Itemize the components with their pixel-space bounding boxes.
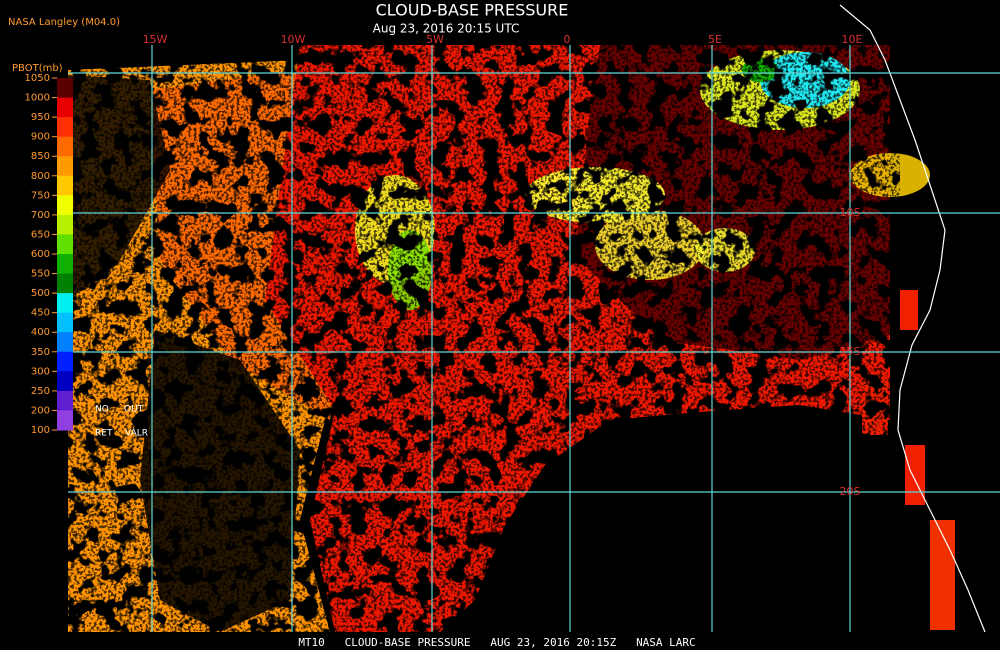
longitude-labels: 15W 10W 5W 0 5E 10E [143, 33, 863, 46]
colorbar-segment [57, 195, 73, 216]
satellite-image [68, 4, 986, 633]
colorbar-segment [57, 234, 73, 255]
footer: MT10 CLOUD-BASE PRESSURE AUG 23, 2016 20… [298, 636, 695, 649]
colorbar-tick-label: 700 [31, 210, 50, 221]
colorbar-segment [57, 273, 73, 294]
colorbar-segment [57, 136, 73, 157]
colorbar-tick-label: 1000 [25, 93, 50, 104]
colorbar-note: OUT [124, 405, 144, 415]
subtitle: Aug 23, 2016 20:15 UTC [373, 22, 520, 36]
title: CLOUD-BASE PRESSURE [376, 1, 569, 20]
colorbar-tick-label: 450 [31, 308, 50, 319]
colorbar-segment [57, 78, 73, 99]
latitude-label: 10S [840, 206, 861, 219]
colorbar-tick-label: 100 [31, 425, 50, 436]
colorbar-tick-label: 500 [31, 288, 50, 299]
longitude-label: 10E [842, 33, 863, 46]
coastal-cloud [905, 445, 925, 505]
colorbar-segment [57, 117, 73, 138]
colorbar-segment [57, 156, 73, 177]
colorbar-segment [57, 293, 73, 314]
colorbar-segment [57, 390, 73, 411]
latitude-label: 15S [840, 345, 861, 358]
colorbar-segment [57, 175, 73, 196]
colorbar: PBOT(mb) NO OUT RET VALR 1050 1000 950 900 8… [12, 63, 148, 439]
colorbar-tick-label: 350 [31, 347, 50, 358]
colorbar-tick-label: 1050 [25, 73, 50, 84]
colorbar-tick-label: 600 [31, 249, 50, 260]
colorbar-tick-label: 750 [31, 190, 50, 201]
colorbar-segment [57, 254, 73, 275]
colorbar-segment [57, 97, 73, 118]
colorbar-note: RET [95, 429, 113, 439]
colorbar-segment [57, 351, 73, 372]
longitude-label: 0 [564, 33, 571, 46]
colorbar-segment [57, 371, 73, 392]
colorbar-tick-label: 900 [31, 132, 50, 143]
colorbar-tick-label: 550 [31, 269, 50, 280]
colorbar-segment [57, 332, 73, 353]
colorbar-segment [57, 312, 73, 333]
colorbar-tick-label: 800 [31, 171, 50, 182]
longitude-label: 5W [426, 33, 444, 46]
graticule [68, 45, 1000, 632]
coastal-cloud [930, 520, 955, 630]
colorbar-tick-label: 200 [31, 405, 50, 416]
coastal-cloud [900, 290, 918, 330]
latitude-label: 20S [840, 485, 861, 498]
colorbar-segment [57, 214, 73, 235]
colorbar-note: VALR [125, 429, 148, 439]
source-label: NASA Langley (M04.0) [8, 17, 120, 28]
colorbar-tick-label: 950 [31, 112, 50, 123]
colorbar-tick-label: 850 [31, 151, 50, 162]
colorbar-tick-label: 650 [31, 229, 50, 240]
colorbar-label: PBOT(mb) [12, 63, 63, 74]
longitude-label: 15W [143, 33, 168, 46]
colorbar-tick-label: 300 [31, 366, 50, 377]
colorbar-tick-label: 250 [31, 386, 50, 397]
coastline [839, 4, 986, 633]
speckle [68, 45, 900, 632]
longitude-label: 10W [281, 33, 306, 46]
longitude-label: 5E [708, 33, 722, 46]
colorbar-note: NO [95, 405, 109, 415]
colorbar-tick-label: 400 [31, 327, 50, 338]
colorbar-segment [57, 410, 73, 431]
latitude-labels: 10S 15S 20S [840, 206, 861, 498]
